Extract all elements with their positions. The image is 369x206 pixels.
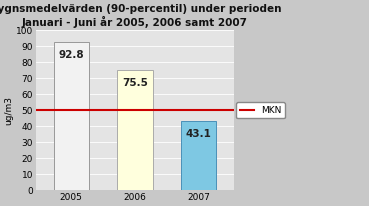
Bar [181,121,216,190]
Bar [117,70,152,190]
Text: 43.1: 43.1 [186,129,212,139]
Text: 75.5: 75.5 [122,77,148,88]
Text: 92.8: 92.8 [58,50,84,60]
Y-axis label: ug/m3: ug/m3 [4,96,13,125]
Legend: MKN: MKN [237,102,285,118]
Title: Dygnsmedelvärden (90-percentil) under perioden
Januari - Juni år 2005, 2006 samt: Dygnsmedelvärden (90-percentil) under pe… [0,4,281,28]
Bar [54,42,89,190]
